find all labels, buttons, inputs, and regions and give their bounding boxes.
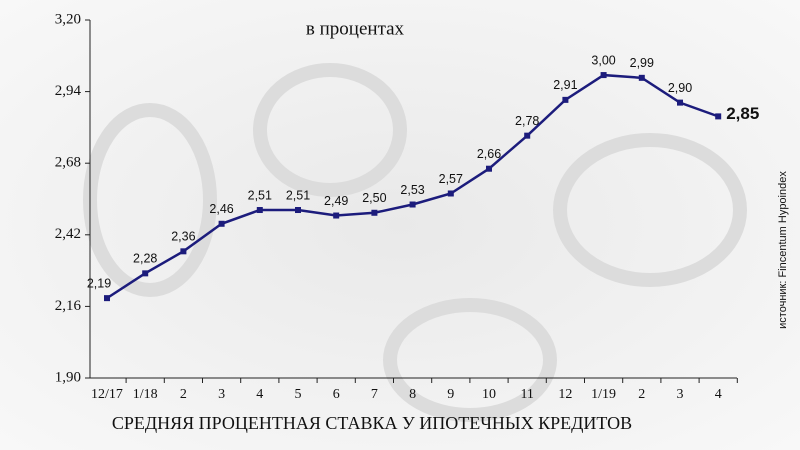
value-label: 2,99 xyxy=(630,56,654,70)
y-tick-label: 2,68 xyxy=(55,155,81,171)
marker xyxy=(715,113,722,120)
x-tick-label: 2 xyxy=(638,387,645,402)
value-label: 3,00 xyxy=(591,53,615,67)
value-label: 2,36 xyxy=(171,230,195,244)
value-label: 2,85 xyxy=(726,104,759,123)
marker xyxy=(447,190,454,197)
marker xyxy=(142,270,149,277)
marker xyxy=(104,295,110,302)
x-tick-label: 1/19 xyxy=(591,387,616,402)
value-label: 2,49 xyxy=(324,194,348,208)
value-label: 2,78 xyxy=(515,114,539,128)
value-label: 2,51 xyxy=(286,188,310,202)
x-tick-label: 9 xyxy=(447,387,454,402)
marker xyxy=(638,74,645,81)
x-tick-label: 8 xyxy=(409,387,416,402)
value-label: 2,57 xyxy=(439,172,463,186)
x-tick-label: 12/17 xyxy=(91,387,123,402)
marker xyxy=(256,207,263,214)
chart-title: СРЕДНЯЯ ПРОЦЕНТНАЯ СТАВКА У ИПОТЕЧНЫХ КР… xyxy=(112,413,632,433)
marker xyxy=(218,220,225,227)
x-tick-label: 3 xyxy=(218,387,225,402)
x-tick-label: 4 xyxy=(715,387,722,402)
y-tick-label: 2,42 xyxy=(55,226,81,242)
x-tick-label: 5 xyxy=(295,387,302,402)
x-tick-label: 2 xyxy=(180,387,187,402)
marker xyxy=(333,212,340,219)
y-tick-label: 1,90 xyxy=(55,369,81,385)
x-tick-label: 1/18 xyxy=(133,387,158,402)
value-label: 2,19 xyxy=(87,276,111,290)
value-label: 2,51 xyxy=(248,188,272,202)
x-tick-label: 7 xyxy=(371,387,378,402)
value-label: 2,46 xyxy=(209,202,233,216)
y-tick-label: 3,20 xyxy=(55,11,81,27)
value-label: 2,91 xyxy=(553,78,577,92)
marker xyxy=(677,99,683,106)
marker xyxy=(409,201,416,208)
coin-decor xyxy=(83,63,747,422)
x-tick-label: 6 xyxy=(333,387,340,402)
x-tick-label: 12 xyxy=(558,387,572,402)
marker xyxy=(371,209,378,216)
y-tick-label: 2,16 xyxy=(55,298,82,314)
x-tick-label: 11 xyxy=(520,387,533,402)
value-label: 2,28 xyxy=(133,252,157,266)
value-label: 2,53 xyxy=(400,183,424,197)
marker xyxy=(600,72,607,79)
subtitle: в процентах xyxy=(306,18,405,39)
value-label: 2,50 xyxy=(362,191,386,205)
y-tick-label: 2,94 xyxy=(55,83,82,99)
marker xyxy=(486,165,492,172)
marker xyxy=(524,132,531,139)
x-tick-label: 10 xyxy=(482,387,496,402)
marker xyxy=(562,96,569,103)
value-label: 2,90 xyxy=(668,81,692,95)
marker xyxy=(295,207,301,214)
source: источник: Fincentum Hypoindex xyxy=(777,171,789,329)
x-tick-label: 4 xyxy=(256,387,263,402)
value-label: 2,66 xyxy=(477,147,501,161)
marker xyxy=(180,248,187,255)
x-tick-label: 3 xyxy=(677,387,684,402)
